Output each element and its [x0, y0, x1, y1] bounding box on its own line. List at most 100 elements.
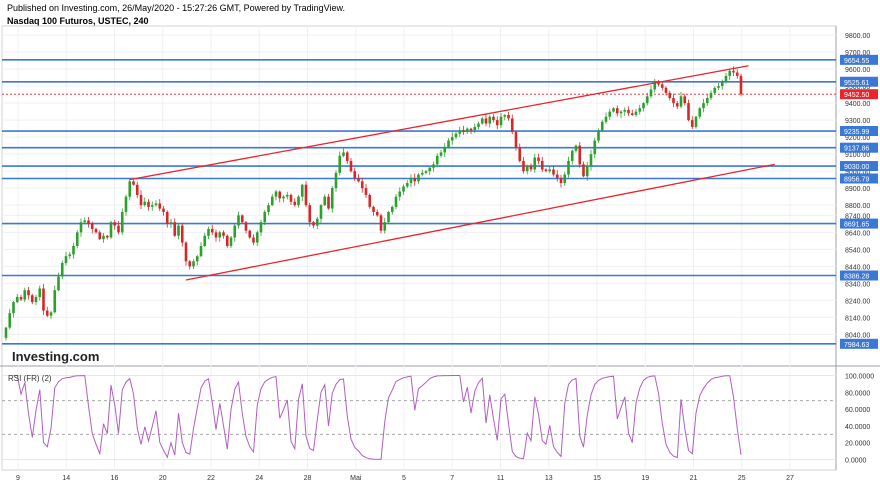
candle-body [529, 166, 533, 170]
candle-body [135, 184, 139, 195]
candle-body [660, 84, 664, 88]
candle-body [732, 70, 735, 73]
candle-body [68, 254, 72, 257]
time-tick-label: 27 [786, 475, 794, 482]
candle-body [634, 111, 638, 116]
price-tick-label: 8340.00 [845, 281, 870, 288]
candle-body [342, 152, 345, 156]
candle-body [432, 164, 435, 168]
candle-body [147, 201, 150, 207]
candle-body [255, 232, 259, 243]
candle-body [8, 313, 12, 328]
candle-body [315, 218, 319, 226]
level-tag-label: 9525.61 [844, 80, 869, 87]
candle-body [297, 196, 300, 206]
candle-body [664, 87, 668, 93]
candle-body [563, 174, 567, 184]
candle-body [724, 75, 728, 82]
level-tag-label: 8956.79 [844, 176, 869, 183]
rsi-title: RSI (FR) (2) [8, 374, 52, 383]
chart-labels: Investing.com RSI (FR) (2) [8, 349, 99, 383]
candle-body [503, 115, 507, 117]
candle-body [210, 228, 214, 233]
investing-logo: Investing.com [12, 349, 99, 364]
candle-body [304, 184, 308, 206]
candle-body [409, 177, 413, 184]
candle-body [353, 171, 357, 178]
candle-body [79, 222, 83, 233]
candle-body [345, 152, 349, 161]
candle-body [379, 215, 383, 231]
time-tick-label: 9 [16, 475, 20, 482]
candle-body [702, 103, 705, 109]
rsi-line [13, 375, 742, 460]
price-tick-label: 9200.00 [845, 135, 870, 142]
symbol-title: Nasdaq 100 Futuros, USTEC, 240 [7, 16, 149, 26]
candle-body [233, 225, 237, 238]
candle-body [128, 181, 132, 197]
candle-body [548, 169, 552, 172]
candle-body [203, 235, 207, 246]
candle-body [64, 256, 68, 263]
candle-body [214, 232, 218, 238]
level-tag [840, 173, 878, 184]
candle-body [105, 235, 109, 238]
time-tick-label: 24 [255, 475, 263, 482]
candle-body [608, 111, 612, 117]
candle-body [597, 130, 600, 141]
candle-body [578, 145, 582, 165]
candle-body [600, 121, 604, 131]
price-axis: 8040.00 8140.00 8240.00 8340.00 8440.00 8540.… [840, 33, 878, 464]
candle-body [544, 169, 548, 172]
candle-body [473, 126, 477, 131]
candle-body [293, 201, 297, 206]
candle-body [165, 211, 169, 224]
time-tick-label: 11 [497, 475, 504, 482]
candle-body [694, 116, 698, 127]
candle-body [522, 160, 525, 172]
candle-body [690, 120, 694, 127]
candle-body [349, 160, 353, 172]
rsi-tick-label: 100.0000 [845, 374, 874, 381]
price-tick-label: 8140.00 [845, 315, 870, 322]
candle-body [225, 235, 229, 246]
candle-body [53, 290, 57, 313]
candle-body [109, 222, 113, 238]
candle-body [274, 191, 278, 197]
channel-upper-line [129, 65, 749, 181]
candle-body [300, 184, 304, 197]
support-resistance-levels [2, 59, 836, 345]
level-tag-label: 8386.28 [844, 274, 869, 281]
candle-body [559, 177, 563, 184]
candle-body [638, 108, 642, 112]
candle-body [195, 256, 199, 262]
candle-body [585, 166, 589, 177]
candle-body [23, 290, 27, 300]
candle-body [402, 186, 405, 192]
level-tag [840, 338, 878, 349]
time-tick-label: 14 [62, 475, 70, 482]
candle-body [593, 140, 597, 155]
level-tag-label: 9235.99 [844, 129, 869, 136]
candle-body [327, 196, 330, 209]
candle-body [623, 109, 627, 112]
level-tag [840, 161, 878, 172]
candle-body [465, 128, 469, 133]
candle-body [143, 201, 147, 206]
candle-body [60, 262, 64, 277]
candle-body [150, 205, 154, 207]
candle-body [278, 191, 282, 199]
candle-body [372, 206, 375, 212]
candle-body [319, 205, 323, 219]
candle-body [604, 116, 608, 122]
candle-body [540, 160, 544, 170]
candle-body [619, 111, 623, 114]
price-tick-label: 9400.00 [845, 101, 870, 108]
candle-body [240, 215, 244, 223]
candle-body [132, 181, 135, 185]
candle-body [705, 98, 709, 104]
time-axis: 9 14 16 20 22 24 28 Mai 5 7 11 13 15 19 21 25 27 [16, 475, 794, 482]
candle-body [720, 81, 724, 87]
candle-body [162, 208, 165, 212]
